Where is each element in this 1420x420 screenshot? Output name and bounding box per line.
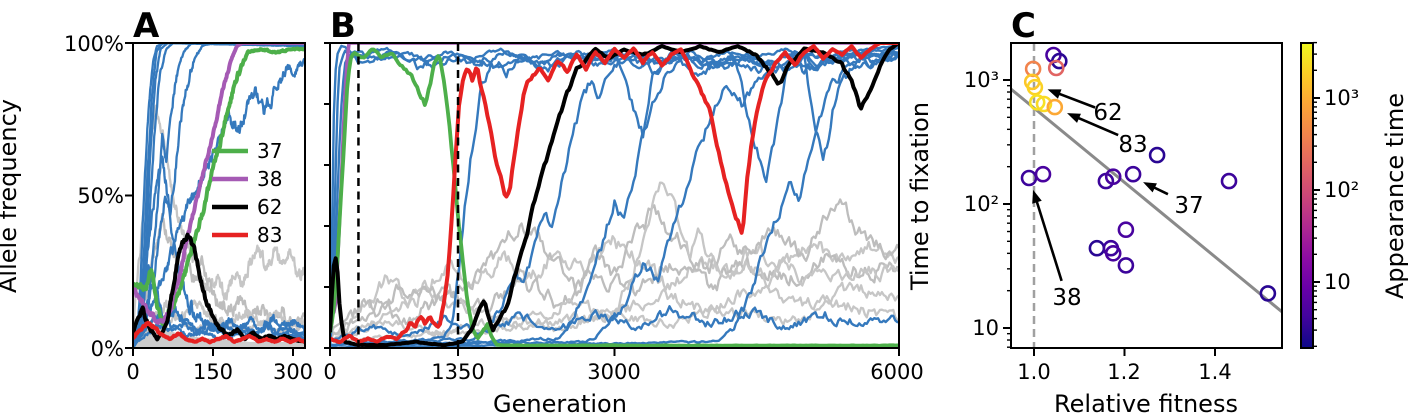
scatter-point xyxy=(1088,239,1106,257)
annotation-arrow-line xyxy=(1056,91,1096,109)
colorbar-label-appearance-time: Appearance time xyxy=(1381,93,1409,299)
scatter-point xyxy=(1148,146,1166,164)
annotation-arrow-line xyxy=(1075,115,1119,137)
annotation-label-2: 37 xyxy=(1174,193,1203,219)
a-xtick-150: 150 xyxy=(193,360,233,384)
b-xtick-0: 0 xyxy=(323,360,336,384)
a-xtick-0: 0 xyxy=(126,360,139,384)
panel-a-bg-blue-3 xyxy=(133,43,305,348)
scatter-point xyxy=(1047,59,1065,77)
colorbar-frame xyxy=(1300,42,1314,349)
c-ytick-1000: 10³ xyxy=(964,68,999,92)
panel-a-bg-blue-5 xyxy=(133,43,305,348)
scatter-point xyxy=(1035,95,1053,113)
scatter-point xyxy=(1104,245,1122,262)
c-xtick-1.4: 1.4 xyxy=(1198,360,1231,384)
c-xtick-1.0: 1.0 xyxy=(1017,360,1050,384)
panel-b-spine xyxy=(329,42,900,349)
annotation-label-3: 38 xyxy=(1052,285,1081,311)
panel-a-spine xyxy=(132,42,306,349)
c-ytick-10: 10 xyxy=(972,316,999,340)
a-ytick-0: 0% xyxy=(91,337,124,361)
panel-b-bg-gray-5 xyxy=(330,198,899,339)
panel-a-gray-fill xyxy=(133,317,305,348)
b-xtick-6000: 6000 xyxy=(870,360,923,384)
panel-b-bg-gray-1 xyxy=(330,235,899,338)
panel-b-allele-62 xyxy=(330,43,899,348)
colorbar-tick-1000: 10³ xyxy=(1324,86,1359,110)
legend-label-38: 38 xyxy=(257,167,282,191)
a-ytick-50: 50% xyxy=(77,184,124,208)
panel-letter-a: A xyxy=(133,6,160,46)
scatter-point xyxy=(1117,221,1135,238)
trend-line xyxy=(1009,87,1283,313)
annotation-label-1: 83 xyxy=(1118,132,1147,158)
panel-b-allele-37 xyxy=(330,47,899,348)
panel-a-allele-83 xyxy=(133,320,305,345)
scatter-point xyxy=(1034,165,1052,183)
annotation-label-0: 62 xyxy=(1093,100,1122,126)
legend-label-62: 62 xyxy=(257,195,282,219)
panel-b-bg-blue-8 xyxy=(330,51,899,348)
a-ytick-100: 100% xyxy=(64,32,124,56)
scatter-point-allele-37 xyxy=(1124,165,1142,183)
legend-label-83: 83 xyxy=(257,223,282,247)
x-axis-label-generation: Generation xyxy=(493,390,627,418)
panel-b-lines xyxy=(330,43,899,348)
panel-letter-b: B xyxy=(330,6,356,46)
scatter-point xyxy=(1117,257,1135,274)
scatter-point-allele-83 xyxy=(1046,98,1064,116)
y-axis-label-time-to-fixation: Time to fixation xyxy=(906,102,934,291)
panel-letter-c: C xyxy=(1011,6,1036,46)
panel-a-lines xyxy=(133,43,305,348)
annotation-arrow-head xyxy=(1067,113,1081,123)
c-xtick-1.2: 1.2 xyxy=(1107,360,1140,384)
scatter-point xyxy=(1259,285,1277,302)
scatter-point xyxy=(1220,172,1238,190)
panel-a-allele-38 xyxy=(133,43,305,325)
annotation-arrow-head xyxy=(1047,89,1062,99)
a-xtick-300: 300 xyxy=(273,360,313,384)
scatter-point-allele-62 xyxy=(1026,78,1044,96)
panel-a-bg-blue-11 xyxy=(133,43,305,348)
annotation-arrow-line xyxy=(1034,199,1063,282)
panel-b-bg-blue-5 xyxy=(330,49,899,347)
colorbar-tick-100: 10² xyxy=(1324,178,1359,202)
scatter-point xyxy=(1104,168,1122,185)
y-axis-label-allele-frequency: Allele frequency xyxy=(0,99,22,293)
colorbar-tick-10: 10 xyxy=(1324,270,1351,294)
legend-label-37: 37 xyxy=(257,139,282,163)
panel-a-bg-gray-1 xyxy=(133,104,305,331)
scatter-point xyxy=(1028,94,1046,111)
annotation-arrow-head xyxy=(1143,182,1157,193)
x-axis-label-relative-fitness: Relative fitness xyxy=(1054,390,1238,418)
chart-shapes-layer xyxy=(125,41,1320,356)
chart-text-layer: A B C 0% 50% 100% 0 150 300 Allele frequ… xyxy=(0,6,1409,418)
panel-c-spine xyxy=(1010,42,1283,349)
panel-b-bg-blue-4 xyxy=(330,46,899,347)
b-xtick-1350: 1350 xyxy=(431,360,484,384)
panel-b-bg-blue-9 xyxy=(330,305,899,343)
annotation-arrow-head xyxy=(1032,189,1042,204)
c-ytick-100: 10² xyxy=(964,192,999,216)
panel-b-allele-83 xyxy=(330,43,899,345)
colorbar-gradient xyxy=(1301,43,1313,348)
b-xtick-3000: 3000 xyxy=(587,360,640,384)
